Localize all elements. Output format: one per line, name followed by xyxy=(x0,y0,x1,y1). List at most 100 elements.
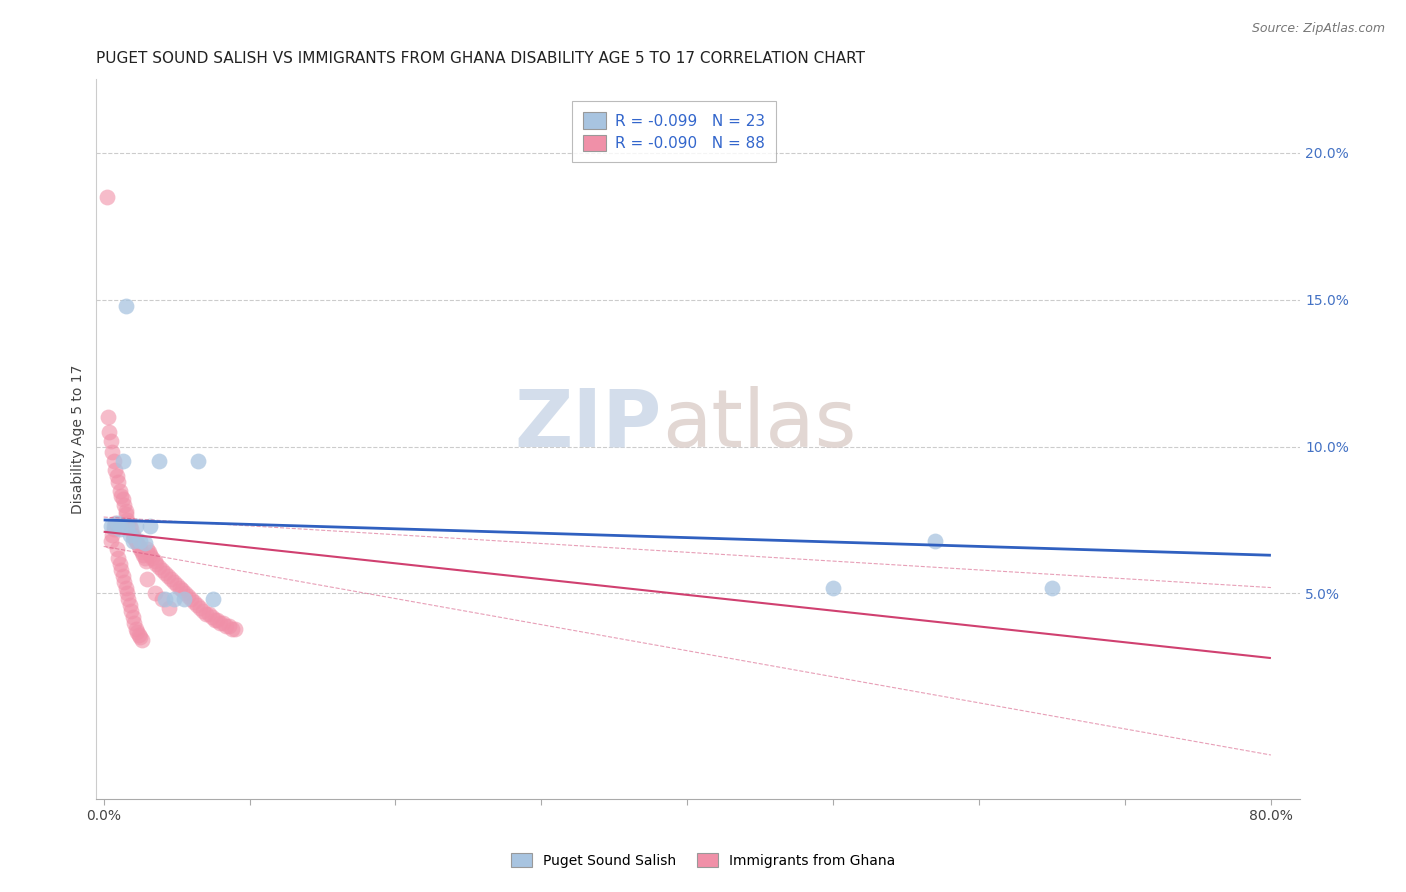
Point xyxy=(125,622,148,636)
Point xyxy=(150,592,173,607)
Point xyxy=(96,190,118,204)
Text: PUGET SOUND SALISH VS IMMIGRANTS FROM GHANA DISABILITY AGE 5 TO 17 CORRELATION C: PUGET SOUND SALISH VS IMMIGRANTS FROM GH… xyxy=(97,51,865,66)
Point xyxy=(111,454,134,468)
Point xyxy=(105,469,128,483)
Point xyxy=(187,454,209,468)
Point xyxy=(163,592,186,607)
Point xyxy=(188,601,211,615)
Point xyxy=(124,615,146,630)
Point xyxy=(98,425,121,439)
Point xyxy=(136,572,159,586)
Point xyxy=(157,601,180,615)
Point xyxy=(202,592,225,607)
Point xyxy=(145,557,167,571)
Point xyxy=(127,536,149,550)
Point xyxy=(118,527,141,541)
Point xyxy=(134,536,156,550)
Point xyxy=(153,566,176,580)
Point xyxy=(115,513,138,527)
Point xyxy=(201,610,224,624)
Point xyxy=(105,516,128,530)
Point xyxy=(97,410,120,425)
Point xyxy=(186,598,208,612)
Point xyxy=(110,519,132,533)
Point xyxy=(103,522,125,536)
Point xyxy=(209,615,232,630)
Point xyxy=(166,577,188,591)
Point xyxy=(100,519,122,533)
Legend: R = -0.099   N = 23, R = -0.090   N = 88: R = -0.099 N = 23, R = -0.090 N = 88 xyxy=(572,102,776,162)
Point xyxy=(100,533,122,548)
Point xyxy=(118,598,141,612)
Point xyxy=(111,492,134,507)
Point xyxy=(215,619,238,633)
Point xyxy=(108,483,131,498)
Point xyxy=(194,607,217,621)
Point xyxy=(114,299,136,313)
Y-axis label: Disability Age 5 to 17: Disability Age 5 to 17 xyxy=(72,365,86,514)
Point xyxy=(204,613,226,627)
Point xyxy=(100,434,122,448)
Point xyxy=(118,519,141,533)
Point xyxy=(132,548,155,562)
Point xyxy=(174,586,197,600)
Point xyxy=(112,574,135,589)
Point xyxy=(148,454,170,468)
Point xyxy=(129,533,152,548)
Point xyxy=(117,592,139,607)
Point xyxy=(128,540,150,554)
Point xyxy=(212,615,235,630)
Point xyxy=(138,545,160,559)
Point xyxy=(131,545,153,559)
Point xyxy=(143,586,166,600)
Point xyxy=(141,551,163,566)
Point xyxy=(191,604,214,618)
Point xyxy=(207,613,229,627)
Point xyxy=(143,554,166,568)
Point xyxy=(101,445,124,459)
Point xyxy=(924,533,946,548)
Point xyxy=(221,622,243,636)
Point xyxy=(121,610,143,624)
Point xyxy=(114,504,136,518)
Point xyxy=(148,560,170,574)
Point xyxy=(124,531,146,545)
Point xyxy=(134,551,156,566)
Point xyxy=(103,519,125,533)
Point xyxy=(150,563,173,577)
Point xyxy=(114,507,136,521)
Point xyxy=(224,622,246,636)
Point xyxy=(156,569,179,583)
Point xyxy=(177,590,200,604)
Point xyxy=(131,633,153,648)
Point xyxy=(153,592,176,607)
Point xyxy=(183,595,205,609)
Legend: Puget Sound Salish, Immigrants from Ghana: Puget Sound Salish, Immigrants from Ghan… xyxy=(502,845,904,876)
Point xyxy=(115,586,138,600)
Point xyxy=(129,631,152,645)
Point xyxy=(108,522,131,536)
Point xyxy=(103,454,125,468)
Point xyxy=(139,519,162,533)
Point xyxy=(172,583,194,598)
Point xyxy=(173,592,195,607)
Text: atlas: atlas xyxy=(662,386,856,464)
Text: ZIP: ZIP xyxy=(515,386,662,464)
Point xyxy=(120,522,142,536)
Point xyxy=(169,581,191,595)
Point xyxy=(110,490,132,504)
Point xyxy=(108,557,131,571)
Point xyxy=(121,533,143,548)
Point xyxy=(136,542,159,557)
Point xyxy=(129,542,152,557)
Point xyxy=(104,516,127,530)
Point xyxy=(104,463,127,477)
Point xyxy=(135,554,157,568)
Point xyxy=(128,627,150,641)
Point xyxy=(127,624,149,639)
Point xyxy=(1040,581,1063,595)
Point xyxy=(218,619,240,633)
Point xyxy=(101,527,124,541)
Point xyxy=(125,519,148,533)
Point xyxy=(139,548,162,562)
